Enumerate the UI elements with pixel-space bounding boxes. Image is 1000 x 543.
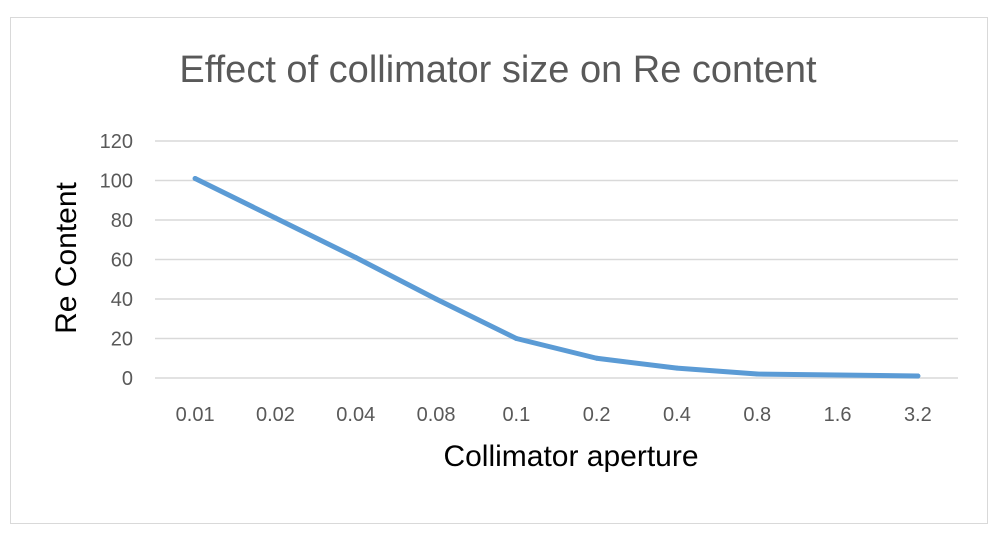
- y-tick-label: 40: [111, 289, 133, 311]
- y-tick-label: 120: [100, 131, 133, 153]
- y-tick-label: 20: [111, 329, 133, 351]
- y-tick-label: 100: [100, 171, 133, 193]
- gridlines: [155, 140, 958, 379]
- x-tick-label: 0.01: [176, 404, 215, 426]
- x-tick-label: 0.08: [417, 404, 456, 426]
- chart-frame: [10, 17, 988, 524]
- x-tick-label: 0.1: [502, 404, 530, 426]
- x-tick-label: 0.4: [663, 404, 691, 426]
- x-tick-label: 0.2: [583, 404, 611, 426]
- y-axis-label: Re Content: [50, 181, 83, 333]
- x-tick-label: 0.04: [336, 404, 375, 426]
- x-tick-label: 3.2: [904, 404, 932, 426]
- series-line-0: [192, 176, 921, 379]
- data-point: [433, 296, 439, 302]
- x-tick-label: 0.8: [743, 404, 771, 426]
- y-tick-label: 0: [122, 368, 133, 390]
- x-tick-label: 1.6: [824, 404, 852, 426]
- data-point: [353, 255, 359, 261]
- y-tick-label: 60: [111, 250, 133, 272]
- x-tick-label: 0.02: [256, 404, 295, 426]
- y-axis-ticks: 0 20 40 60 80 100 120: [100, 131, 133, 390]
- data-point: [835, 372, 841, 378]
- chart-title: Effect of collimator size on Re content: [179, 49, 817, 91]
- data-point: [192, 176, 198, 182]
- data-point: [915, 373, 921, 379]
- x-axis-label: Collimator aperture: [443, 440, 698, 473]
- data-point: [674, 365, 680, 371]
- y-tick-label: 80: [111, 210, 133, 232]
- series-layer: [192, 176, 921, 379]
- data-point: [513, 336, 519, 341]
- data-point: [594, 355, 600, 361]
- x-axis-ticks: 0.01 0.02 0.04 0.08 0.1 0.2 0.4 0.8 1.6 3.2: [176, 404, 932, 426]
- data-point: [754, 371, 760, 377]
- data-point: [272, 215, 278, 221]
